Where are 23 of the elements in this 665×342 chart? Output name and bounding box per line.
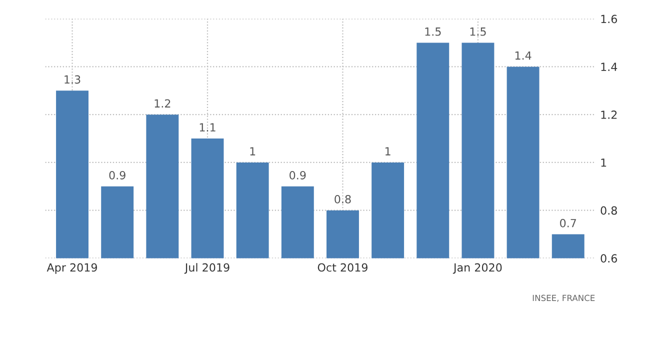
data-label: 1.5 <box>470 28 486 36</box>
data-label: 1.1 <box>200 123 216 132</box>
data-label: 1.2 <box>154 99 170 108</box>
data-label: 1.4 <box>515 51 532 60</box>
y-tick-label: 0.8 <box>600 206 617 215</box>
x-tick-label: Jan 2020 <box>452 263 502 274</box>
y-tick-label: 1.4 <box>601 62 618 71</box>
y-tick-label: 1 <box>601 158 606 167</box>
x-tick-label: Apr 2019 <box>46 263 97 274</box>
data-label: 1 <box>386 147 390 156</box>
data-label: 0.9 <box>290 171 306 180</box>
data-label: 0.7 <box>560 218 576 228</box>
x-tick-label: Jul 2019 <box>184 263 230 274</box>
data-label: 1.3 <box>64 75 80 84</box>
y-tick-label: 1.2 <box>601 110 617 119</box>
y-tick-label: 0.6 <box>600 254 618 263</box>
data-label: 1.5 <box>425 28 441 36</box>
x-tick-label: Oct 2019 <box>318 263 368 272</box>
text: INSEE, FRANCE <box>532 294 595 302</box>
y-tick-label: 1.6 <box>601 14 618 24</box>
data-label: 0.9 <box>109 171 126 180</box>
data-label: 1 <box>250 147 256 156</box>
data-label: 0.8 <box>334 194 351 204</box>
